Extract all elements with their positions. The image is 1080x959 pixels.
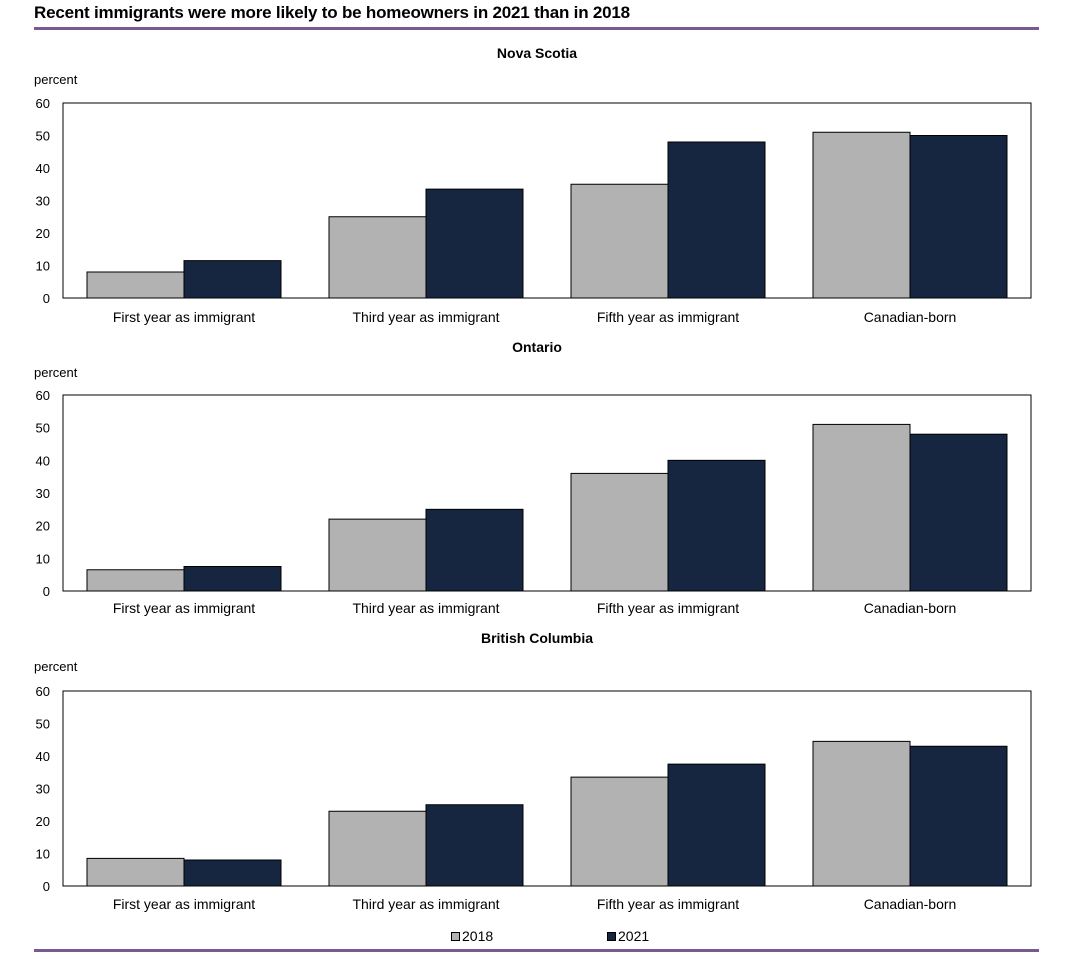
bar-2018-0	[86, 857, 185, 887]
bar-2021-1	[425, 188, 524, 299]
bar-2018-3	[812, 131, 911, 299]
bar-2018-2	[570, 776, 669, 887]
bar-2018-0	[86, 569, 185, 592]
top-divider	[34, 27, 1039, 30]
y-tick-label: 10	[36, 259, 50, 274]
x-category-label: Fifth year as immigrant	[597, 896, 739, 912]
y-tick-label: 0	[43, 879, 50, 894]
y-tick-label: 20	[36, 519, 50, 534]
bar-2018-3	[812, 740, 911, 887]
bar-2021-2	[667, 763, 766, 887]
x-category-label: First year as immigrant	[113, 896, 255, 912]
bar-2018-3	[812, 423, 911, 592]
y-tick-label: 30	[36, 194, 50, 209]
y-tick-label: 20	[36, 814, 50, 829]
y-tick-label: 20	[36, 226, 50, 241]
y-tick-label: 30	[36, 782, 50, 797]
chart-panel-0: Nova Scotia percent 0 10 20 30 40 50 60 First yea…	[34, 45, 1032, 325]
x-category-label: Canadian-born	[864, 600, 957, 616]
page-title: Recent immigrants were more likely to be…	[34, 3, 630, 22]
bar-2021-1	[425, 508, 524, 592]
plot-frame	[62, 690, 1032, 887]
bar-2021-1	[425, 804, 524, 887]
x-category-label: Canadian-born	[864, 896, 957, 912]
legend-item-2021: 2021	[607, 928, 649, 944]
legend: 2018 2021	[0, 926, 1080, 948]
x-category-label: Third year as immigrant	[352, 309, 499, 325]
x-category-label: First year as immigrant	[113, 309, 255, 325]
bar-2018-1	[328, 518, 427, 592]
bar-2021-0	[183, 566, 282, 592]
y-tick-label: 60	[36, 96, 50, 111]
x-category-label: First year as immigrant	[113, 600, 255, 616]
plot-frame	[62, 394, 1032, 592]
chart-panel-2: British Columbia percent 0 10 20 30 40 50 60 Firs…	[34, 630, 1032, 912]
y-tick-label: 60	[36, 684, 50, 699]
bar-2018-2	[570, 183, 669, 299]
bar-2021-2	[667, 459, 766, 592]
legend-label-2018: 2018	[462, 928, 494, 944]
bottom-divider	[34, 949, 1039, 952]
y-axis-unit-label: percent	[34, 659, 78, 674]
panel-title: Ontario	[512, 339, 562, 355]
y-tick-label: 40	[36, 749, 50, 764]
bar-2021-3	[909, 745, 1008, 887]
legend-item-2018: 2018	[451, 928, 493, 944]
y-tick-label: 50	[36, 717, 50, 732]
y-tick-label: 10	[36, 551, 50, 566]
y-tick-label: 0	[43, 584, 50, 599]
panel-title: Nova Scotia	[497, 45, 577, 61]
y-tick-label: 50	[36, 129, 50, 144]
bar-2021-0	[183, 859, 282, 887]
bar-2018-1	[328, 810, 427, 887]
y-tick-label: 60	[36, 388, 50, 403]
x-category-label: Fifth year as immigrant	[597, 309, 739, 325]
legend-swatch-2021	[607, 931, 616, 941]
x-category-label: Fifth year as immigrant	[597, 600, 739, 616]
y-axis-unit-label: percent	[34, 72, 78, 87]
bar-2018-0	[86, 271, 185, 299]
x-category-label: Canadian-born	[864, 309, 957, 325]
bar-2021-3	[909, 135, 1008, 299]
y-tick-label: 0	[43, 291, 50, 306]
y-tick-label: 10	[36, 847, 50, 862]
x-category-label: Third year as immigrant	[352, 600, 499, 616]
bar-2018-2	[570, 472, 669, 592]
y-axis-unit-label: percent	[34, 365, 78, 380]
bar-2018-1	[328, 216, 427, 299]
bar-2021-0	[183, 260, 282, 299]
legend-swatch-2018	[451, 931, 460, 941]
chart-panel-1: Ontario percent 0 10 20 30 40 50 60 First year as…	[34, 339, 1032, 616]
y-tick-label: 40	[36, 453, 50, 468]
panel-title: British Columbia	[481, 630, 593, 646]
legend-label-2021: 2021	[618, 928, 650, 944]
plot-frame	[62, 102, 1032, 299]
y-tick-label: 50	[36, 421, 50, 436]
y-tick-label: 30	[36, 486, 50, 501]
bar-2021-3	[909, 433, 1008, 592]
x-category-label: Third year as immigrant	[352, 896, 499, 912]
y-tick-label: 40	[36, 161, 50, 176]
bar-2021-2	[667, 141, 766, 299]
